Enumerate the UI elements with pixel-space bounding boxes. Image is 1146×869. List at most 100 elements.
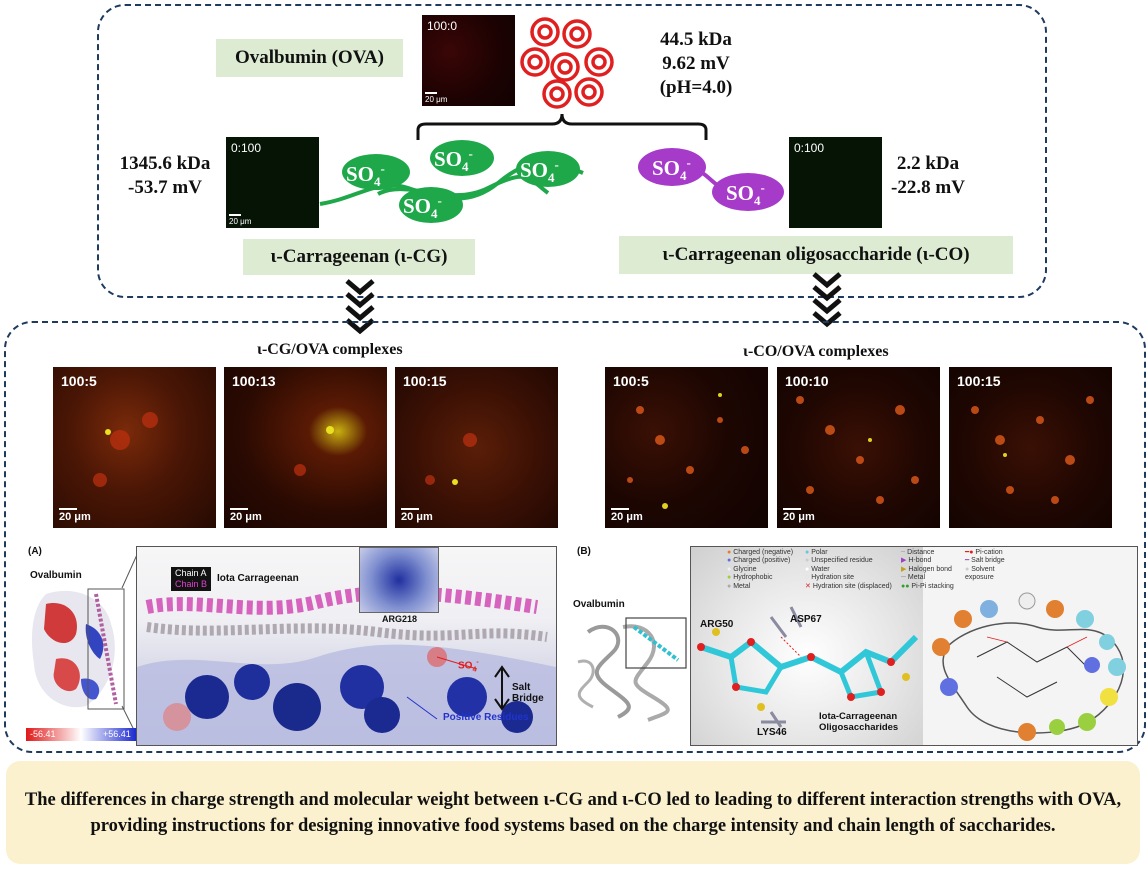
- cg-properties: 1345.6 kDa -53.7 mV: [105, 152, 225, 200]
- legend-item: ▶ Halogen bond: [901, 565, 952, 573]
- cg-ova-ratio-3: 100:15: [403, 373, 447, 389]
- panel-a-so4-label: SO4-: [458, 659, 479, 674]
- cg-ova-ratio-2: 100:13: [232, 373, 276, 389]
- co-label: ι-Carrageenan oligosaccharide (ι-CO): [619, 236, 1013, 274]
- co-down-arrow-icon: [812, 272, 842, 328]
- legend-item: ● Solvent exposure: [965, 565, 995, 582]
- ova-surface-model: [31, 588, 125, 710]
- residue-arg50: ARG50: [700, 619, 734, 630]
- legend-item: ● Metal: [727, 582, 751, 590]
- legend-item: ● Charged (positive): [727, 557, 791, 565]
- legend-item: ○ Hydration site: [805, 574, 854, 582]
- cg-so4-label-1: SO4-: [346, 161, 385, 190]
- co-ova-scale-1: 20 μm: [611, 508, 643, 523]
- co-mw: 2.2 kDa: [896, 153, 960, 174]
- legend-item: ┈ Distance: [901, 549, 935, 556]
- chain-a-label: Chain A: [175, 568, 207, 578]
- co-ova-micrograph-1: 100:5 20 μm: [605, 367, 768, 528]
- summary-box: The differences in charge strength and m…: [6, 761, 1140, 864]
- scale-max-label: +56.41: [103, 729, 131, 739]
- panel-b-tag: (B): [577, 546, 591, 557]
- co-oligo-chain-icon: [638, 148, 784, 211]
- cg-so4-label-3: SO4-: [520, 157, 559, 186]
- co-ova-ratio-2: 100:10: [785, 373, 829, 389]
- co-ova-scale-2: 20 μm: [783, 508, 815, 523]
- legend-item: ● Glycine: [727, 565, 757, 573]
- legend-item: ━● Pi-cation: [965, 549, 1003, 556]
- co-so4-label-1: SO4-: [652, 155, 691, 184]
- cg-ova-scale-3: 20 μm: [401, 508, 433, 523]
- cg-micrograph: 0:100 20 μm: [226, 137, 319, 228]
- legend-item: ● Unspecified residue: [805, 557, 873, 565]
- panel-a-molecular-surface: [137, 585, 556, 745]
- ova-ratio: 100:0: [427, 19, 458, 33]
- legend-col-1: ● Charged (negative) ● Charged (positive…: [727, 549, 793, 591]
- chain-b-label: Chain B: [175, 579, 208, 589]
- legend-item: ● Polar: [805, 549, 828, 556]
- co-properties: 2.2 kDa -22.8 mV: [888, 152, 968, 200]
- cg-so4-label-4: SO4-: [403, 193, 442, 222]
- panel-b-ligand-model: [697, 606, 919, 728]
- co-ova-micrograph-3: 100:15: [949, 367, 1112, 528]
- cg-ova-micrograph-3: 100:15 20 μm: [395, 367, 558, 528]
- co-ova-micrograph-2: 100:10 20 μm: [777, 367, 940, 528]
- panel-b-3d-view: [691, 547, 923, 745]
- co-ratio: 0:100: [794, 141, 825, 155]
- legend-col-4: ━● Pi-cation ━ Salt bridge ● Solvent exp…: [965, 549, 1017, 583]
- ova-label: Ovalbumin (OVA): [216, 39, 403, 77]
- salt-bridge-label: Salt Bridge: [512, 682, 544, 704]
- legend-item: ▶ H-bond: [901, 557, 932, 565]
- summary-text: The differences in charge strength and m…: [24, 789, 1122, 836]
- cg-down-arrow-icon: [345, 279, 375, 335]
- ligand-interaction-diagram: [932, 592, 1126, 741]
- cg-mw: 1345.6 kDa: [119, 153, 211, 174]
- cg-ratio: 0:100: [231, 141, 262, 155]
- electrostatic-scale-bar: [26, 728, 136, 741]
- legend-item: ✕ Hydration site (displaced): [805, 582, 892, 590]
- ova-ph: (pH=4.0): [659, 77, 733, 98]
- ova-mw: 44.5 kDa: [660, 29, 732, 50]
- cg-ova-scale-1: 20 μm: [59, 508, 91, 523]
- cg-complexes-title: ι-CG/OVA complexes: [257, 341, 403, 358]
- scale-min-label: -56.41: [30, 729, 56, 739]
- co-so4-label-2: SO4-: [726, 180, 765, 209]
- legend-item: ─ Metal: [901, 574, 926, 582]
- ova-properties: 44.5 kDa 9.62 mV (pH=4.0): [636, 28, 756, 100]
- legend-item: ● Water: [805, 565, 830, 573]
- panel-a-closeup: Chain A Chain B Iota Carrageenan ARG218 …: [136, 546, 557, 746]
- cg-scale-bar: 20 μm: [229, 214, 251, 226]
- panel-a-protein-label: Ovalbumin: [30, 570, 82, 581]
- cg-label: ι-Carrageenan (ι-CG): [243, 239, 475, 275]
- legend-col-3: ┈ Distance ▶ H-bond ▶ Halogen bond ─ Met…: [901, 549, 954, 591]
- grouping-brace: [416, 113, 708, 140]
- co-ova-ratio-1: 100:5: [613, 373, 649, 389]
- ova-micrograph: 100:0 20 μm: [422, 15, 515, 106]
- co-zeta: -22.8 mV: [891, 177, 965, 198]
- cg-ova-micrograph-2: 100:13 20 μm: [224, 367, 387, 528]
- residue-asp67: ASP67: [790, 614, 822, 625]
- ligand-label: Iota Carrageenan: [217, 573, 299, 584]
- chain-legend: Chain A Chain B: [171, 567, 212, 591]
- ova-zeta: 9.62 mV: [662, 53, 730, 74]
- cg-ova-scale-2: 20 μm: [230, 508, 262, 523]
- cg-ova-ratio-1: 100:5: [61, 373, 97, 389]
- cg-so4-label-2: SO4-: [434, 146, 473, 175]
- cg-zeta: -53.7 mV: [128, 177, 202, 198]
- legend-item: ● Hydrophobic: [727, 574, 773, 582]
- residue-lys46: LYS46: [757, 727, 787, 738]
- residue-label: ARG218: [382, 614, 418, 624]
- bottom-section-frame: [4, 321, 1146, 753]
- panel-b-protein-label: Ovalbumin: [573, 599, 625, 610]
- ova-ribbon-model: [577, 617, 687, 722]
- co-ova-ratio-3: 100:15: [957, 373, 1001, 389]
- panel-b-closeup: ARG50 ASP67 LYS46 Iota-Carrageenan Oligo…: [690, 546, 1138, 746]
- legend-item: ● Charged (negative): [727, 549, 794, 556]
- legend-item: ●● Pi-Pi stacking: [901, 582, 954, 590]
- legend-col-2: ● Polar ● Unspecified residue ● Water ○ …: [805, 549, 892, 591]
- cg-polymer-chain-icon: [319, 140, 584, 223]
- co-complexes-title: ι-CO/OVA complexes: [743, 343, 889, 360]
- cg-ova-micrograph-1: 100:5 20 μm: [53, 367, 216, 528]
- ova-scale-bar: 20 μm: [425, 92, 447, 104]
- panel-a-zoom-inset: [359, 547, 439, 613]
- top-section-frame: [97, 4, 1047, 298]
